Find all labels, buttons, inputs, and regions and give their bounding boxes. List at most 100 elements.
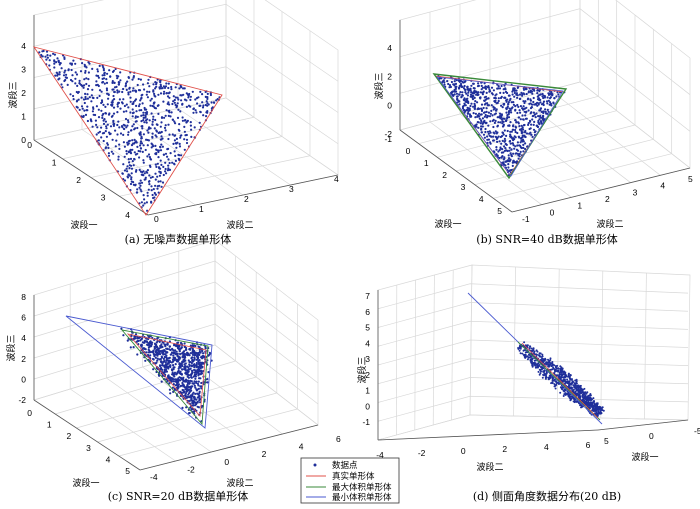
- tick-y: 0: [461, 446, 466, 456]
- data-point: [169, 365, 172, 369]
- data-point: [547, 363, 550, 366]
- data-point: [134, 333, 138, 336]
- data-point: [468, 108, 471, 111]
- tick-z: -2: [384, 129, 392, 139]
- data-point: [524, 344, 527, 347]
- data-point: [500, 116, 503, 119]
- data-point: [514, 109, 517, 112]
- data-point: [148, 344, 151, 347]
- data-point: [183, 342, 186, 345]
- data-point: [172, 352, 175, 355]
- data-point: [95, 80, 98, 83]
- data-point: [198, 392, 201, 395]
- data-point: [477, 126, 480, 129]
- data-point: [116, 133, 119, 136]
- data-point: [191, 347, 194, 350]
- data-point: [133, 138, 136, 141]
- data-point: [595, 409, 598, 412]
- data-point: [125, 150, 128, 153]
- data-point: [501, 125, 505, 128]
- data-point: [529, 98, 532, 101]
- data-point: [168, 133, 171, 136]
- data-point: [170, 380, 173, 383]
- data-point: [84, 97, 87, 101]
- data-point: [507, 163, 510, 166]
- data-point: [473, 87, 476, 90]
- data-point: [164, 85, 168, 88]
- data-point: [55, 61, 58, 64]
- data-point: [105, 135, 108, 138]
- data-point: [599, 407, 602, 410]
- data-point: [537, 125, 540, 128]
- data-point: [495, 132, 498, 135]
- data-point: [144, 148, 147, 152]
- data-point: [130, 172, 133, 175]
- data-point: [196, 400, 199, 403]
- data-point: [119, 132, 123, 135]
- data-point: [198, 353, 201, 356]
- data-point: [530, 133, 533, 136]
- data-point: [149, 127, 152, 130]
- data-point: [167, 158, 170, 161]
- min-volume-simplex: [436, 76, 564, 177]
- data-point: [501, 120, 504, 123]
- data-point: [174, 96, 177, 99]
- data-point: [592, 400, 595, 403]
- data-point: [541, 353, 544, 356]
- data-point: [504, 142, 507, 146]
- data-point: [490, 92, 494, 95]
- data-point: [524, 129, 527, 133]
- data-point: [57, 61, 61, 64]
- data-point: [191, 356, 194, 359]
- data-point: [537, 119, 540, 122]
- tick-y: 3: [289, 184, 294, 194]
- data-point: [154, 353, 157, 356]
- data-point: [578, 386, 581, 389]
- data-point: [492, 89, 495, 92]
- data-point: [154, 87, 157, 90]
- data-point: [484, 130, 487, 134]
- data-point: [458, 93, 461, 96]
- data-point: [130, 144, 134, 147]
- tick-y: 2: [244, 194, 249, 204]
- data-point: [213, 101, 216, 104]
- data-point: [117, 155, 120, 158]
- data-point: [158, 184, 161, 187]
- data-point: [152, 196, 155, 200]
- data-point: [455, 92, 459, 95]
- data-point: [100, 136, 103, 139]
- data-point: [167, 164, 170, 167]
- tick-z: 2: [365, 370, 370, 380]
- data-point: [140, 120, 143, 123]
- data-point: [539, 101, 542, 104]
- data-point: [157, 93, 160, 96]
- data-point: [191, 404, 195, 407]
- data-point: [129, 182, 133, 186]
- data-point: [108, 69, 111, 72]
- data-point: [74, 77, 77, 80]
- data-point: [544, 358, 547, 361]
- data-point: [516, 144, 519, 147]
- data-point: [183, 148, 186, 151]
- data-point: [189, 124, 192, 127]
- data-point: [560, 387, 563, 390]
- data-point: [525, 92, 528, 96]
- data-point: [187, 392, 191, 395]
- data-point: [156, 357, 159, 360]
- data-point: [507, 157, 511, 160]
- data-point: [197, 362, 200, 365]
- caption-b: (b) SNR=40 dB数据单形体: [476, 232, 617, 246]
- data-point: [533, 362, 536, 365]
- data-point: [587, 404, 590, 407]
- data-point: [464, 100, 468, 103]
- data-point: [576, 393, 579, 396]
- data-point: [164, 114, 167, 117]
- data-point: [492, 139, 495, 142]
- data-point: [114, 129, 117, 132]
- data-point: [185, 396, 189, 399]
- grid-line: [33, 66, 339, 145]
- data-point: [503, 149, 506, 152]
- data-point: [102, 103, 105, 106]
- data-point: [190, 385, 193, 388]
- data-point: [96, 68, 99, 71]
